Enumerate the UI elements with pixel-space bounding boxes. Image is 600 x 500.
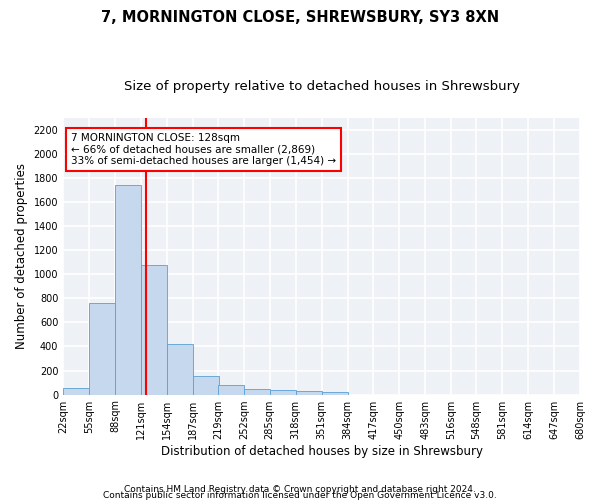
X-axis label: Distribution of detached houses by size in Shrewsbury: Distribution of detached houses by size … <box>161 444 482 458</box>
Title: Size of property relative to detached houses in Shrewsbury: Size of property relative to detached ho… <box>124 80 520 93</box>
Bar <box>218 384 244 394</box>
Bar <box>270 390 296 394</box>
Bar <box>115 185 141 394</box>
Bar <box>193 376 218 394</box>
Bar <box>141 265 167 394</box>
Bar <box>167 344 193 395</box>
Y-axis label: Number of detached properties: Number of detached properties <box>15 163 28 349</box>
Bar <box>63 388 89 394</box>
Bar <box>244 389 270 394</box>
Bar <box>296 391 322 394</box>
Text: 7, MORNINGTON CLOSE, SHREWSBURY, SY3 8XN: 7, MORNINGTON CLOSE, SHREWSBURY, SY3 8XN <box>101 10 499 25</box>
Bar <box>89 303 115 394</box>
Text: Contains HM Land Registry data © Crown copyright and database right 2024.: Contains HM Land Registry data © Crown c… <box>124 485 476 494</box>
Text: 7 MORNINGTON CLOSE: 128sqm
← 66% of detached houses are smaller (2,869)
33% of s: 7 MORNINGTON CLOSE: 128sqm ← 66% of deta… <box>71 133 336 166</box>
Bar <box>322 392 347 394</box>
Text: Contains public sector information licensed under the Open Government Licence v3: Contains public sector information licen… <box>103 490 497 500</box>
